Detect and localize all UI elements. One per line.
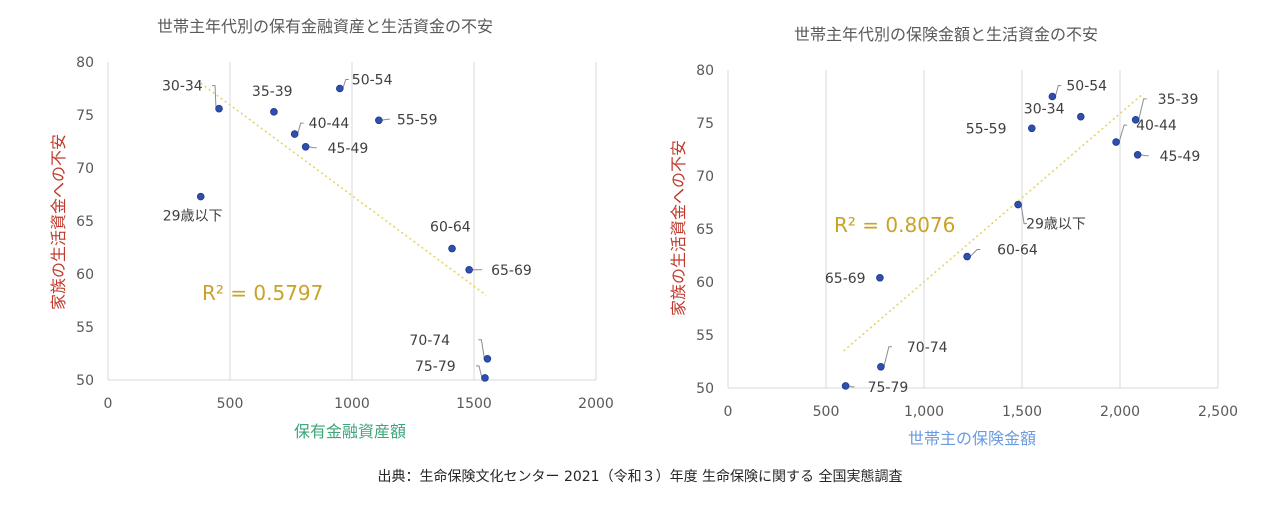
chart2-data-label: 40-44	[1136, 118, 1177, 134]
chart1-y-tick-label: 60	[76, 267, 94, 283]
chart2-data-label: 65-69	[825, 271, 866, 287]
chart2-y-tick-label: 55	[696, 328, 714, 344]
chart1-data-label: 75-79	[415, 359, 456, 375]
chart1-title: 世帯主年代別の保有金融資産と生活資金の不安	[157, 17, 493, 36]
chart2-data-point	[841, 382, 850, 390]
chart2-label-leader	[1140, 154, 1149, 157]
chart1-data-point	[301, 143, 310, 151]
chart2-data-point	[1131, 116, 1140, 124]
chart2-data-point	[1028, 124, 1036, 133]
chart1-data-point	[465, 265, 473, 274]
chart1-data-point	[483, 354, 492, 363]
chart1-x-tick-label: 2000	[578, 396, 614, 412]
chart1-y-tick-label: 65	[76, 214, 94, 230]
chart1-trendline	[200, 82, 487, 296]
chart1-data-point	[335, 84, 344, 93]
chart2-x-tick-label: 500	[813, 404, 840, 420]
chart1-data-label: 60-64	[430, 220, 471, 236]
chart2-data-label: 75-79	[868, 380, 909, 396]
chart1-data-point	[215, 104, 223, 113]
chart2-label-leader	[1054, 85, 1062, 97]
chart2-data-label: 29歳以下	[1026, 217, 1086, 233]
chart1-y-tick-label: 50	[76, 373, 94, 389]
chart1-y-tick-label: 55	[76, 320, 94, 336]
chart2-x-tick-label: 1,500	[1002, 404, 1042, 420]
chart2-y-tick-label: 50	[696, 381, 714, 397]
chart1-r-squared-label: R² = 0.5797	[202, 281, 323, 305]
chart1-data-point	[448, 244, 456, 253]
chart1-y-tick-label: 75	[76, 108, 94, 124]
chart1-label-leader	[342, 79, 349, 89]
chart1-data-label: 45-49	[328, 141, 369, 157]
chart1-y-tick-label: 80	[76, 55, 94, 71]
chart1-x-tick-label: 1000	[334, 396, 370, 412]
chart1-label-leader	[475, 365, 483, 379]
chart2-data-label: 60-64	[997, 243, 1038, 259]
chart2-data-label: 45-49	[1160, 149, 1201, 165]
chart2-data-label: 55-59	[966, 121, 1007, 137]
chart1-x-tick-label: 0	[104, 396, 113, 412]
chart2-y-tick-label: 75	[696, 116, 714, 132]
chart2-y-tick-label: 60	[696, 275, 714, 291]
chart2-label-leader	[848, 385, 855, 388]
chart2-data-point	[877, 362, 885, 371]
chart1-label-leader	[212, 85, 217, 109]
chart1-data-point	[481, 374, 489, 382]
chart1-x-axis-label: 保有金融資産額	[294, 422, 406, 441]
chart2-title: 世帯主年代別の保険金額と生活資金の不安	[794, 25, 1098, 44]
chart2-x-tick-label: 2,500	[1198, 404, 1238, 420]
chart1-data-label: 65-69	[491, 263, 532, 279]
chart2-label-leader	[1020, 204, 1028, 225]
chart2-y-axis-label: 家族の生活資金への不安	[669, 140, 688, 316]
chart1-data-label: 35-39	[252, 84, 293, 100]
chart2-data-point	[1133, 151, 1142, 159]
chart1-data-label: 30-34	[162, 79, 203, 95]
chart2-y-tick-label: 65	[696, 222, 714, 238]
source-citation: 出典：生命保険文化センター 2021（令和３）年度 生命保険に関する 全国実態調…	[377, 469, 903, 485]
chart2-data-point	[1014, 200, 1022, 209]
chart2-x-tick-label: 0	[724, 404, 733, 420]
chart2-label-leader	[1118, 124, 1128, 143]
chart2-data-point	[876, 273, 884, 282]
chart1-label-leader	[381, 118, 390, 121]
chart2-label-leader	[1138, 98, 1147, 120]
chart1-data-label: 40-44	[309, 116, 350, 132]
chart2-data-label: 50-54	[1066, 79, 1107, 95]
chart1-data-label: 70-74	[409, 333, 450, 349]
chart2-data-point	[963, 252, 971, 261]
chart1-data-label: 55-59	[397, 112, 438, 128]
chart2-r-squared-label: R² = 0.8076	[834, 213, 955, 237]
chart2-y-tick-label: 80	[696, 63, 714, 79]
chart2-x-axis-label: 世帯主の保険金額	[908, 429, 1036, 448]
chart2-label-leader	[969, 249, 981, 257]
chart1-label-leader	[297, 122, 304, 135]
chart1-label-leader	[478, 339, 485, 359]
chart1-label-leader	[308, 146, 317, 149]
chart2-data-label: 30-34	[1024, 102, 1065, 118]
chart2-x-tick-label: 1,000	[904, 404, 944, 420]
chart2-trendline	[843, 92, 1145, 352]
chart1-x-tick-label: 1500	[456, 396, 492, 412]
chart1-y-tick-label: 70	[76, 161, 94, 177]
chart2-data-point	[1077, 112, 1085, 121]
chart2-x-tick-label: 2,000	[1100, 404, 1140, 420]
chart1-data-point	[196, 192, 205, 201]
chart2-data-point	[1048, 92, 1057, 101]
chart1-data-point	[270, 108, 278, 116]
chart1-data-point	[290, 130, 299, 138]
chart1-y-axis-label: 家族の生活資金への不安	[49, 134, 68, 310]
chart2-data-label: 35-39	[1158, 92, 1199, 108]
chart1-x-tick-label: 500	[217, 396, 244, 412]
chart1-data-label: 50-54	[352, 73, 393, 89]
chart1-data-label: 29歳以下	[163, 209, 223, 225]
chart2-y-tick-label: 70	[696, 169, 714, 185]
chart1-data-point	[375, 116, 383, 125]
chart2-label-leader	[883, 346, 892, 367]
chart2-data-point	[1112, 138, 1120, 146]
chart2-data-label: 70-74	[907, 340, 948, 356]
